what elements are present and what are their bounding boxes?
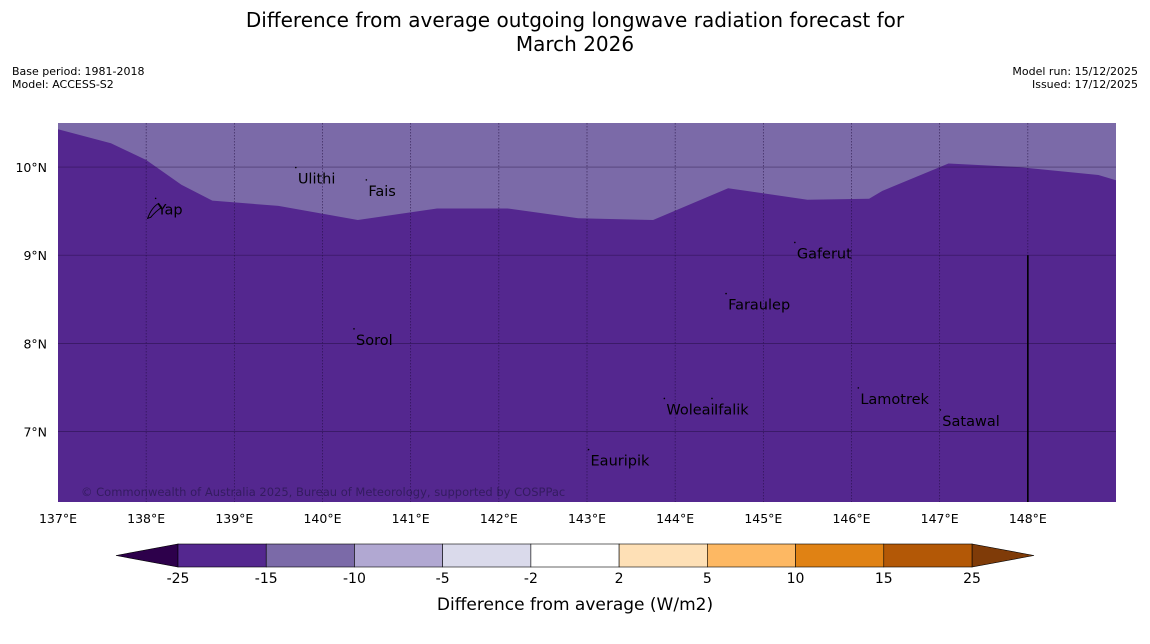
metadata-left: Base period: 1981-2018 Model: ACCESS-S2 — [12, 65, 144, 91]
colorbar-swatch — [795, 543, 885, 568]
location-label: Ulithi — [298, 172, 336, 188]
island-marker — [663, 397, 666, 400]
location-label: Woleai — [666, 402, 714, 418]
lat-tick-label: 9°N — [23, 248, 47, 263]
island-marker — [353, 328, 355, 330]
lon-tick-label: 141°E — [392, 511, 430, 526]
colorbar-tick-label: 2 — [615, 571, 624, 587]
colorbar-extend-low — [115, 543, 179, 568]
location-label: Sorol — [356, 333, 393, 349]
location-label: Ifalik — [714, 402, 749, 418]
lon-tick-label: 145°E — [744, 511, 782, 526]
island-marker — [365, 179, 368, 181]
island-marker — [295, 166, 297, 169]
colorbar-tick-label: 25 — [963, 571, 981, 587]
model-run: Model run: 15/12/2025 — [1012, 65, 1138, 78]
lon-tick-label: 140°E — [303, 511, 341, 526]
lon-tick-label: 147°E — [921, 511, 959, 526]
location-label: Fais — [368, 184, 395, 200]
island-marker — [939, 409, 942, 411]
issued-date: Issued: 17/12/2025 — [1031, 78, 1138, 91]
colorbar-swatch — [618, 543, 708, 568]
colorbar-swatch — [707, 543, 796, 568]
title-line-2: March 2026 — [515, 32, 635, 56]
colorbar-swatch — [265, 543, 355, 568]
location-label: Gaferut — [797, 246, 852, 262]
base-period: Base period: 1981-2018 — [12, 65, 145, 78]
colorbar-extend-high — [971, 543, 1035, 568]
location-label: Yap — [157, 202, 183, 218]
lon-tick-label: 139°E — [215, 511, 253, 526]
colorbar: -25 -15 -10 -5 -2 2 5 10 15 25 — [115, 543, 1035, 587]
lon-tick-label: 143°E — [568, 511, 606, 526]
lat-tick-label: 10°N — [15, 160, 47, 175]
location-label: Lamotrek — [860, 392, 929, 408]
copyright-notice: © Commonwealth of Australia 2025, Bureau… — [81, 485, 565, 499]
colorbar-label: Difference from average (W/m2) — [437, 595, 713, 615]
colorbar-tick-label: -15 — [255, 571, 278, 587]
colorbar-swatch — [883, 543, 973, 568]
location-label: Eauripik — [591, 454, 650, 470]
colorbar-swatch — [530, 543, 620, 568]
lon-tick-label: 148°E — [1009, 511, 1047, 526]
colorbar-tick-label: -25 — [167, 571, 190, 587]
title-line-1: Difference from average outgoing longwav… — [245, 8, 905, 32]
colorbar-tick-label: -2 — [524, 571, 538, 587]
map-title: Difference from average outgoing longwav… — [0, 8, 1150, 56]
lat-tick-label: 8°N — [23, 336, 47, 351]
colorbar-tick-label: 5 — [703, 571, 712, 587]
lon-tick-label: 137°E — [39, 511, 77, 526]
colorbar-swatch — [354, 543, 443, 568]
model-name: Model: ACCESS-S2 — [12, 78, 114, 91]
island-marker — [154, 197, 157, 200]
lon-tick-label: 144°E — [656, 511, 694, 526]
island-marker — [857, 387, 860, 389]
colorbar-tick-label: 10 — [787, 571, 805, 587]
yap-island-outline — [146, 202, 163, 220]
colorbar-tick-label: 15 — [875, 571, 893, 587]
lon-tick-label: 146°E — [832, 511, 870, 526]
island-marker — [711, 397, 713, 400]
lat-tick-label: 7°N — [23, 424, 47, 439]
lon-tick-label: 138°E — [127, 511, 165, 526]
lon-tick-label: 142°E — [480, 511, 518, 526]
island-marker — [587, 448, 590, 451]
colorbar-swatch — [177, 543, 267, 568]
island-marker — [725, 292, 727, 295]
colorbar-tick-label: -5 — [436, 571, 450, 587]
colorbar-swatch — [442, 543, 532, 568]
colorbar-tick-label: -10 — [343, 571, 366, 587]
metadata-right: Model run: 15/12/2025 Issued: 17/12/2025 — [1012, 65, 1138, 91]
location-label: Satawal — [942, 414, 999, 430]
island-marker — [794, 241, 796, 244]
location-label: Faraulep — [728, 298, 790, 314]
